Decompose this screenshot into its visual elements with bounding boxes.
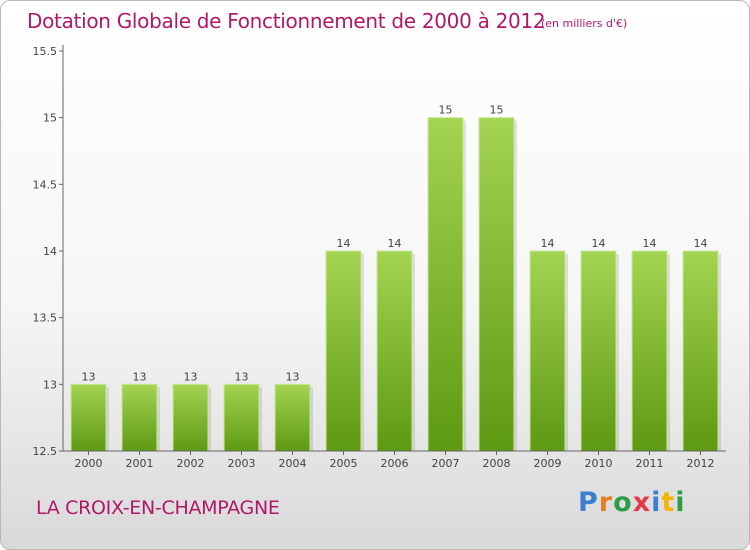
proxiti-logo[interactable]: Proxiti xyxy=(578,487,686,518)
bar xyxy=(631,250,668,452)
bar xyxy=(70,383,107,452)
data-label: 15 xyxy=(439,104,453,117)
logo-letter: o xyxy=(613,487,633,518)
x-tick-label: 2000 xyxy=(75,457,103,470)
y-tick-label: 12.5 xyxy=(33,445,58,458)
data-label: 13 xyxy=(82,370,96,383)
bar xyxy=(529,250,566,452)
x-tick-label: 2009 xyxy=(534,457,562,470)
x-tick-label: 2004 xyxy=(279,457,307,470)
logo-letter: t xyxy=(661,487,676,518)
y-tick-label: 14.5 xyxy=(33,178,58,191)
data-label: 14 xyxy=(643,237,657,250)
bar-series: 13 13 13 13 13 14 14 15 15 14 14 14 14 xyxy=(70,104,721,452)
x-axis: 2000 2001 2002 2003 2004 2005 2006 2007 2008 2009… xyxy=(63,450,726,470)
y-tick-label: 14 xyxy=(43,245,57,258)
y-tick-label: 13.5 xyxy=(33,312,58,325)
data-label: 14 xyxy=(592,237,606,250)
bar xyxy=(682,250,719,452)
bar xyxy=(274,383,311,452)
logo-letter: i xyxy=(651,487,662,518)
bar xyxy=(376,250,413,452)
bar xyxy=(325,250,362,452)
y-tick-label: 13 xyxy=(43,378,57,391)
bar xyxy=(172,383,209,452)
y-tick-label: 15.5 xyxy=(33,45,58,58)
bar xyxy=(223,383,260,452)
data-label: 15 xyxy=(490,104,504,117)
chart-subtitle: (en milliers d'€) xyxy=(541,17,628,30)
x-tick-label: 2002 xyxy=(177,457,205,470)
x-tick-label: 2008 xyxy=(483,457,511,470)
x-tick-label: 2010 xyxy=(585,457,613,470)
data-label: 14 xyxy=(541,237,555,250)
logo-letter: i xyxy=(675,487,686,518)
x-tick-label: 2003 xyxy=(228,457,256,470)
bar xyxy=(478,117,515,452)
data-label: 13 xyxy=(286,370,300,383)
data-label: 13 xyxy=(184,370,198,383)
y-tick-label: 15 xyxy=(43,112,57,125)
chart-title: Dotation Globale de Fonctionnement de 20… xyxy=(27,9,546,33)
x-tick-label: 2007 xyxy=(432,457,460,470)
logo-letter: P xyxy=(578,487,599,518)
data-label: 14 xyxy=(337,237,351,250)
x-tick-label: 2012 xyxy=(687,457,715,470)
logo-letter: r xyxy=(598,487,614,518)
x-tick-label: 2001 xyxy=(126,457,154,470)
data-label: 13 xyxy=(235,370,249,383)
data-label: 14 xyxy=(694,237,708,250)
commune-name: LA CROIX-EN-CHAMPAGNE xyxy=(36,497,280,519)
data-label: 14 xyxy=(388,237,402,250)
logo-letter: x xyxy=(632,487,652,518)
x-tick-label: 2005 xyxy=(330,457,358,470)
y-axis: 12.5 13 13.5 14 14.5 15 15.5 xyxy=(33,45,64,458)
bar xyxy=(121,383,158,452)
x-tick-label: 2006 xyxy=(381,457,409,470)
bar xyxy=(580,250,617,452)
bar xyxy=(427,117,464,452)
data-label: 13 xyxy=(133,370,147,383)
x-tick-label: 2011 xyxy=(636,457,664,470)
